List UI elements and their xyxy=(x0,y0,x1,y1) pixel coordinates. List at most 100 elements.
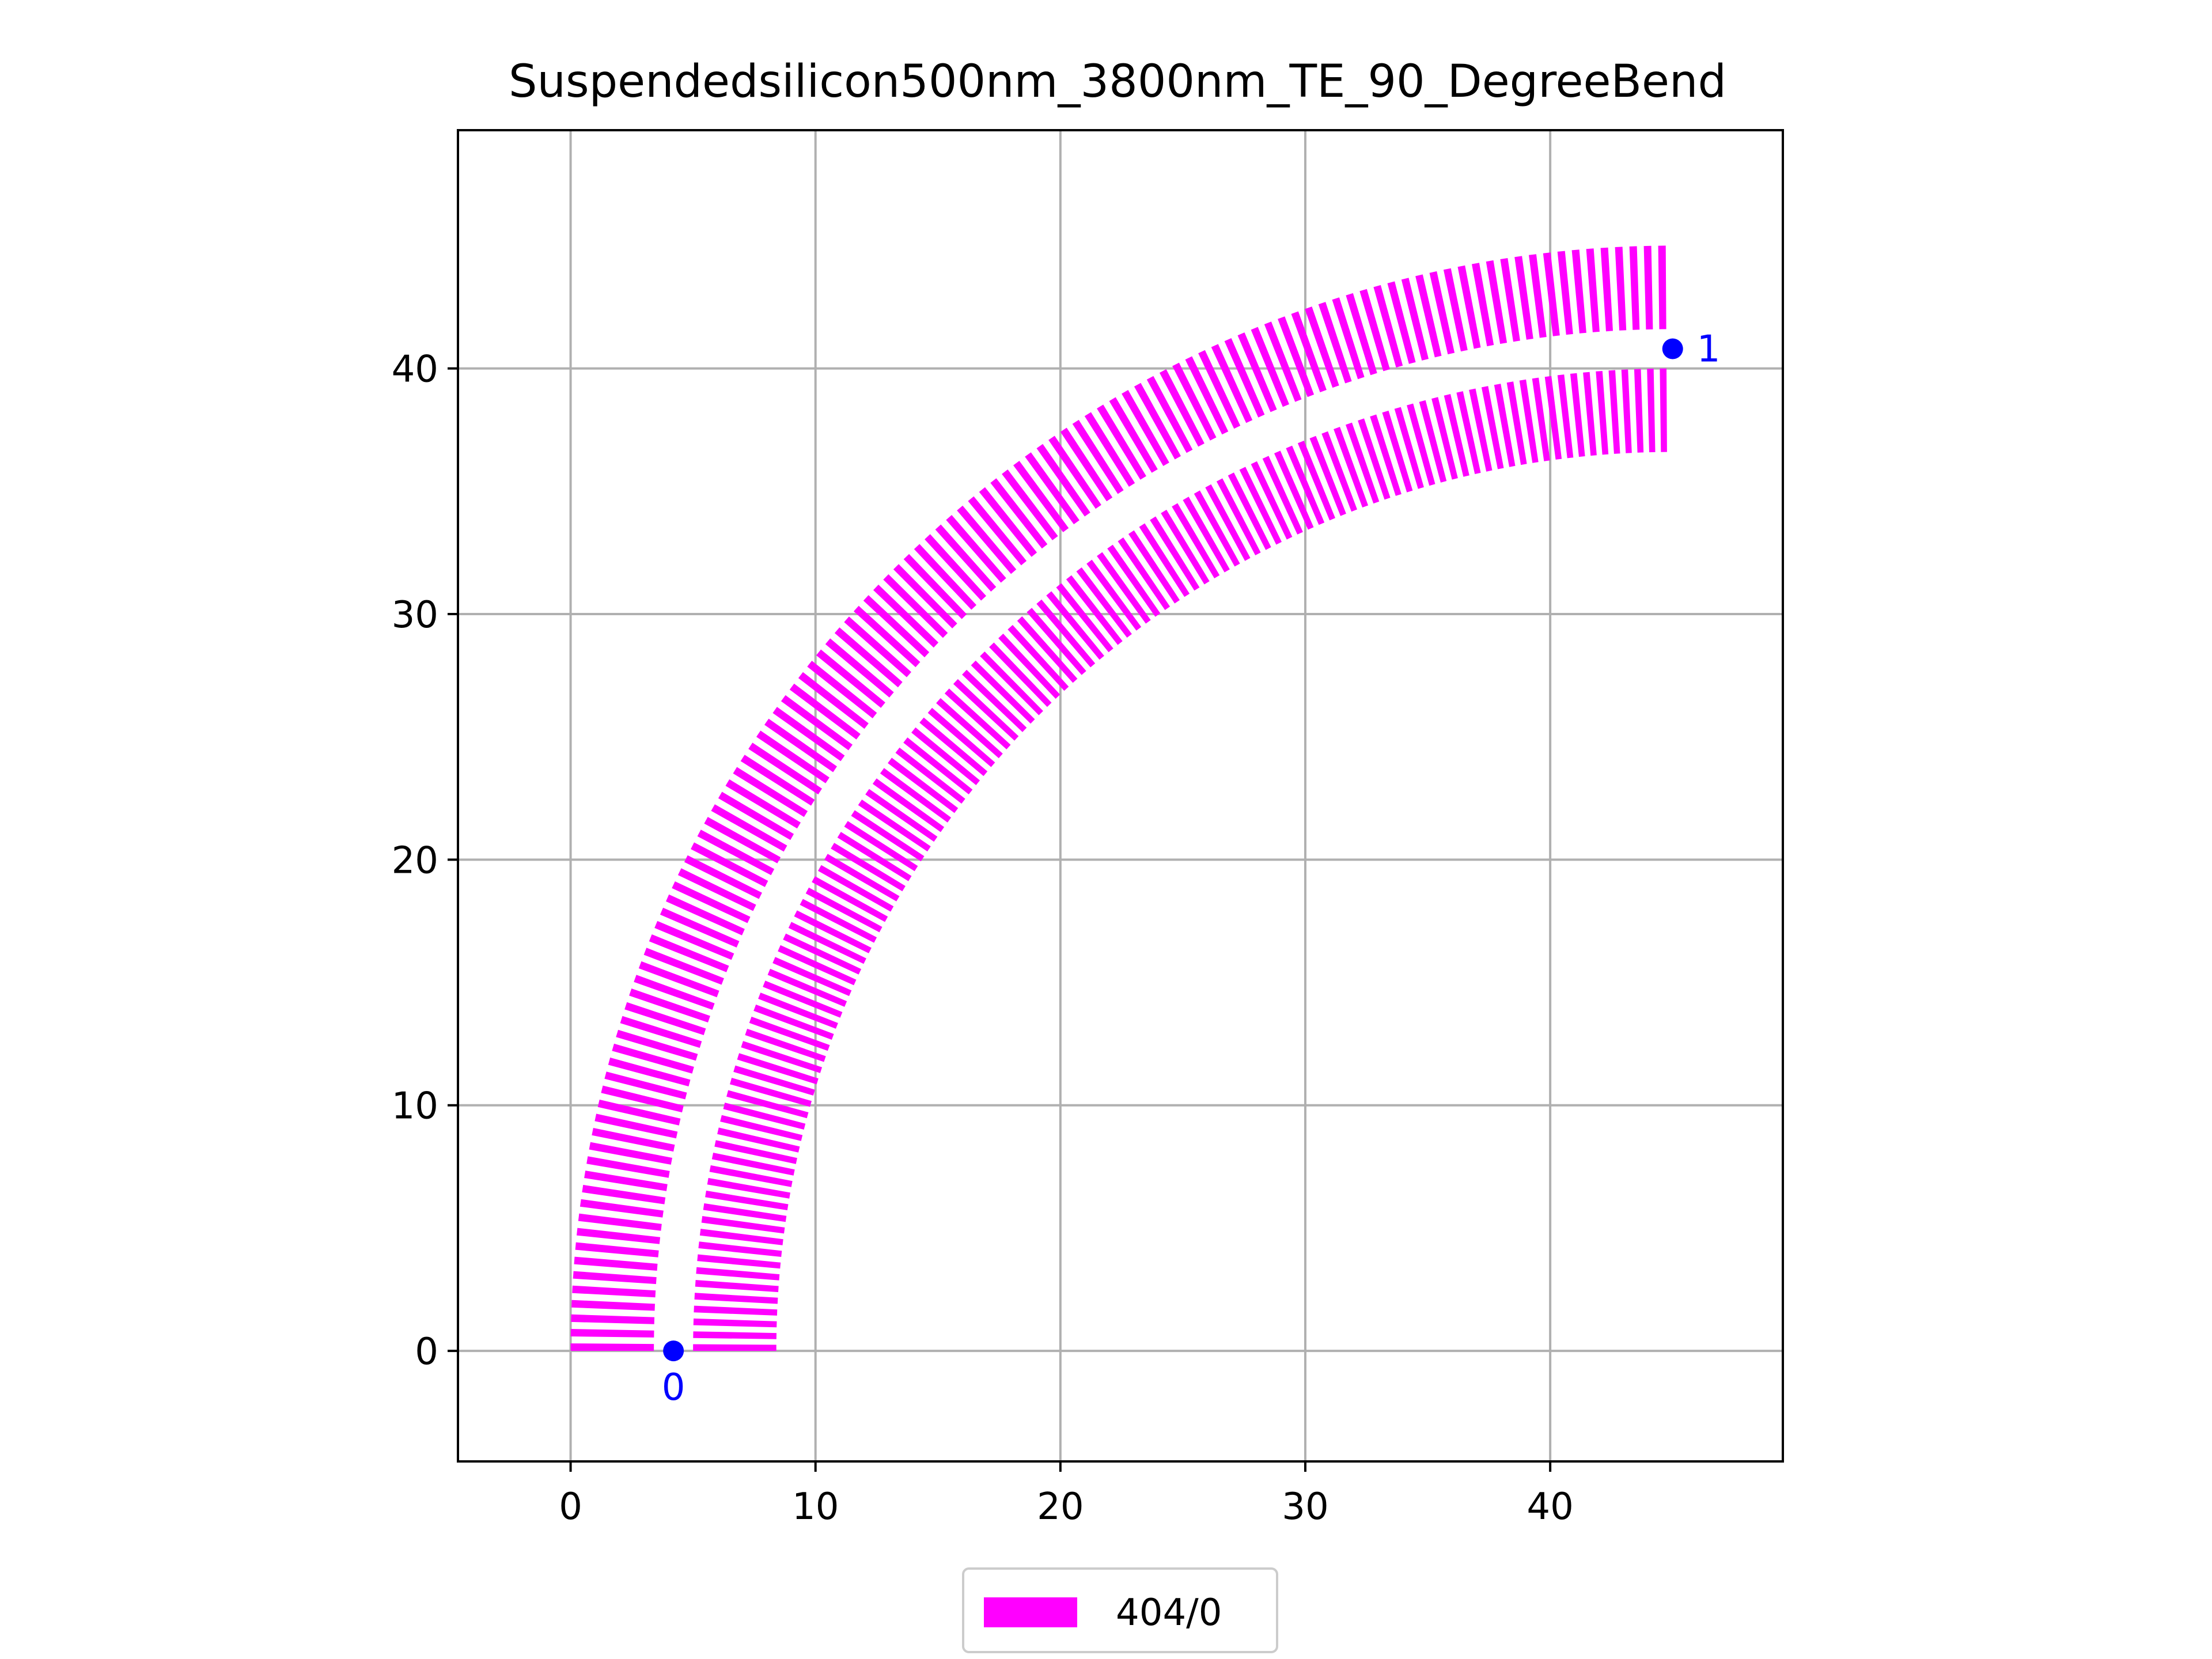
grating-segment xyxy=(756,730,830,783)
legend-box xyxy=(962,1567,1278,1653)
grating-segment xyxy=(888,757,959,813)
grating-segment xyxy=(695,1280,779,1293)
grating-segment xyxy=(1128,530,1180,604)
grating-segment xyxy=(911,727,980,785)
grating-segment xyxy=(1309,435,1346,516)
grating-segment xyxy=(1321,431,1357,512)
grating-segment xyxy=(1172,503,1220,578)
grating-segment xyxy=(957,505,1017,574)
grating-segment xyxy=(684,855,762,899)
grating-segment xyxy=(834,627,903,688)
plot-frame xyxy=(457,129,1784,1463)
grating-segment xyxy=(705,1190,789,1210)
grating-segment xyxy=(1237,332,1277,412)
grating-segment xyxy=(1373,285,1403,368)
grating-segment xyxy=(1429,271,1455,355)
grating-segment xyxy=(763,980,843,1018)
grating-segment xyxy=(601,1085,684,1113)
grating-segment xyxy=(1419,400,1447,483)
grating-segment xyxy=(1643,245,1653,329)
grating-segment xyxy=(1198,350,1241,429)
grating-segment xyxy=(1072,419,1124,494)
grating-segment xyxy=(1228,472,1271,550)
grating-segment xyxy=(788,922,866,964)
grating-segment xyxy=(620,1016,702,1048)
grating-segment xyxy=(1239,467,1282,545)
grating-segment xyxy=(989,642,1052,707)
grating-segment xyxy=(962,669,1027,732)
grating-segment xyxy=(748,743,822,795)
grating-segment xyxy=(570,1329,654,1338)
grating-segment xyxy=(701,1216,785,1234)
grating-segment xyxy=(767,968,847,1007)
port-label: 0 xyxy=(662,1366,685,1409)
grating-segment xyxy=(693,1344,777,1351)
grating-segment xyxy=(781,695,853,751)
grating-segment xyxy=(927,707,995,767)
grating-segment xyxy=(1066,575,1123,645)
grating-segment xyxy=(1608,370,1620,454)
grating-segment xyxy=(1205,484,1251,561)
grating-segment xyxy=(837,832,912,881)
grating-segment xyxy=(1109,397,1158,473)
grating-segment xyxy=(654,921,734,960)
grating-segment xyxy=(594,1113,678,1139)
grating-segment xyxy=(1027,608,1086,675)
grating-segment xyxy=(693,1318,777,1328)
grating-segment xyxy=(1305,306,1339,388)
grating-segment xyxy=(1332,297,1365,380)
grating-segment xyxy=(1401,278,1429,361)
grating-segment xyxy=(1500,258,1520,342)
grating-segment xyxy=(798,672,869,729)
grating-segment xyxy=(737,1053,819,1085)
grating-segment xyxy=(919,717,988,777)
grating-segment xyxy=(1134,382,1181,460)
grating-segment xyxy=(971,660,1035,724)
grating-segment xyxy=(1194,490,1240,567)
grating-segment xyxy=(1629,246,1640,330)
grating-segment xyxy=(570,1343,654,1351)
grating-segment xyxy=(709,1165,793,1187)
grating-segment xyxy=(1251,461,1293,540)
grating-segment xyxy=(1346,422,1380,504)
grating-segment xyxy=(720,1115,803,1141)
grating-segment xyxy=(711,1153,795,1176)
legend: 404/0 xyxy=(962,1567,1278,1653)
grating-segment xyxy=(1472,263,1494,347)
grating-segment xyxy=(968,496,1027,566)
grating-segment xyxy=(1013,461,1069,532)
grating-segment xyxy=(1586,248,1600,332)
grating-segment xyxy=(1086,559,1142,631)
grating-segment xyxy=(1529,254,1547,338)
grating-segment xyxy=(582,1184,666,1205)
grating-segment xyxy=(772,707,845,762)
legend-swatch xyxy=(984,1597,1077,1627)
grating-segment xyxy=(1159,369,1205,447)
grating-segment xyxy=(1084,412,1135,487)
grating-segment xyxy=(946,515,1006,583)
grating-segment xyxy=(1359,289,1390,372)
grating-segment xyxy=(697,830,775,876)
grating-segment xyxy=(660,907,740,948)
grating-segment xyxy=(1394,407,1424,489)
grating-segment xyxy=(1557,374,1574,459)
grating-segment xyxy=(696,1267,780,1281)
grating-segment xyxy=(649,934,729,972)
grating-segment xyxy=(1056,583,1113,653)
grating-segment xyxy=(725,779,801,829)
grating-segment xyxy=(1097,552,1151,624)
grating-segment xyxy=(694,1293,778,1304)
port-marker xyxy=(663,1340,684,1362)
grating-segment xyxy=(1150,516,1200,591)
grating-segment xyxy=(1297,441,1335,521)
grating-segment xyxy=(1161,509,1210,585)
grating-segment xyxy=(1532,377,1550,461)
grating-segment xyxy=(1443,268,1468,352)
grating-segment xyxy=(858,800,931,852)
grating-segment xyxy=(573,1271,657,1285)
y-tick-label: 40 xyxy=(392,349,438,391)
grating-segment xyxy=(666,894,745,935)
grating-segment xyxy=(1407,403,1435,486)
grating-segment xyxy=(953,679,1019,741)
grating-segment xyxy=(893,564,957,628)
